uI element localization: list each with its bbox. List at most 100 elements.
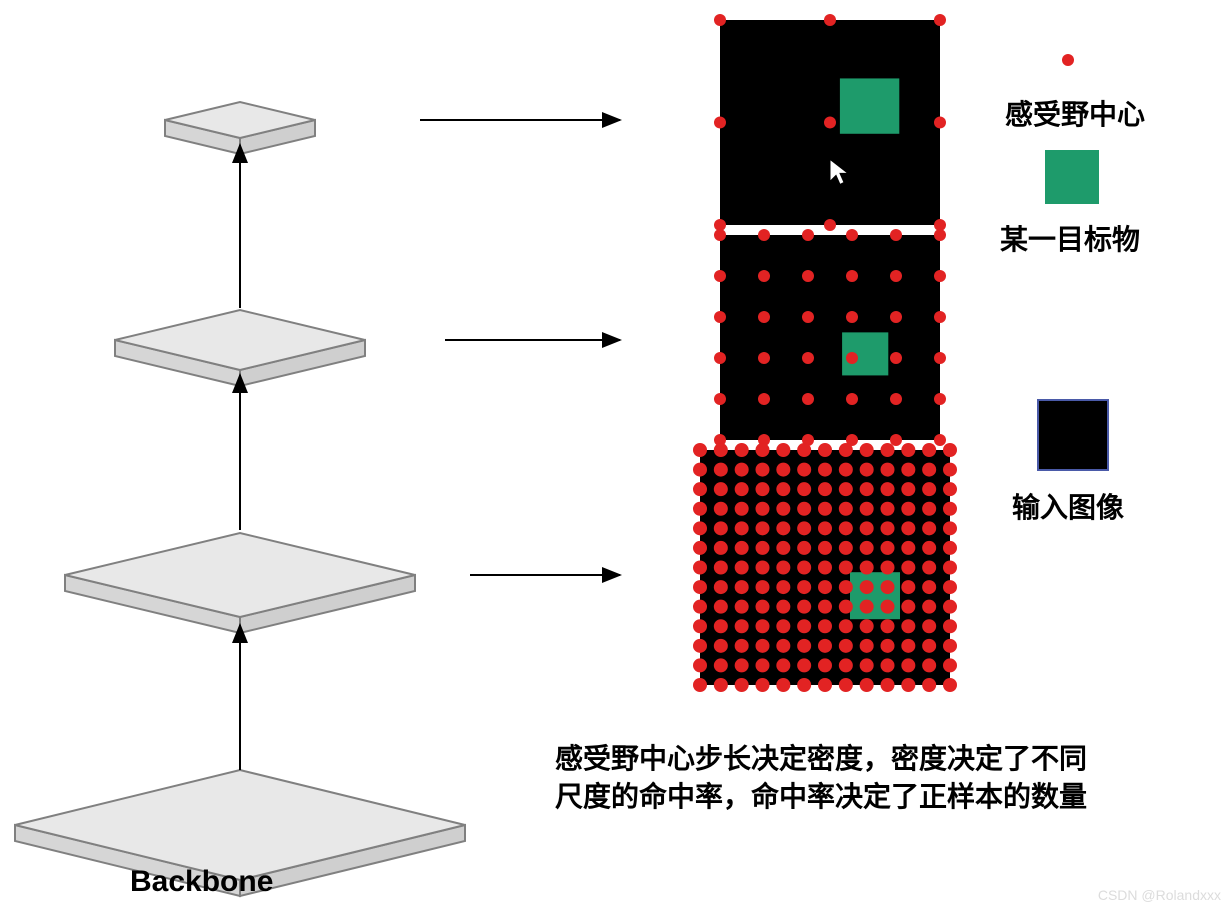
rf-center-dot [818, 600, 832, 614]
rf-center-dot [758, 311, 770, 323]
rf-center-dot [797, 561, 811, 575]
rf-center-dot [693, 678, 707, 692]
rf-center-dot [714, 541, 728, 555]
rf-center-dot [890, 352, 902, 364]
rf-center-dot [934, 229, 946, 241]
rf-center-dot [756, 482, 770, 496]
rf-center-dot [714, 14, 726, 26]
rf-center-dot [797, 600, 811, 614]
rf-center-dot [881, 678, 895, 692]
rf-center-dot [824, 219, 836, 231]
rf-center-dot [818, 502, 832, 516]
rf-center-dot [797, 639, 811, 653]
rf-center-dot [776, 580, 790, 594]
rf-center-dot [846, 270, 858, 282]
rf-center-dot [714, 270, 726, 282]
rf-center-dot [693, 658, 707, 672]
rf-center-dot [758, 270, 770, 282]
rf-center-dot [714, 352, 726, 364]
rf-center-dot [922, 619, 936, 633]
target-box [850, 572, 900, 619]
rf-center-dot [901, 482, 915, 496]
rf-center-dot [776, 619, 790, 633]
rf-center-dot [714, 580, 728, 594]
rf-center-dot [714, 619, 728, 633]
rf-center-dot [934, 270, 946, 282]
backbone-layer-0 [15, 770, 465, 880]
rf-center-dot [693, 600, 707, 614]
rf-center-dot [860, 463, 874, 477]
rf-center-dot [797, 678, 811, 692]
rf-center-dot [846, 229, 858, 241]
rf-center-dot [776, 639, 790, 653]
rf-center-dot [922, 678, 936, 692]
rf-center-dot [860, 639, 874, 653]
rf-center-dot [693, 639, 707, 653]
rf-center-dot [797, 541, 811, 555]
rf-center-dot [922, 639, 936, 653]
rf-center-dot [839, 639, 853, 653]
legend-square-icon [1045, 150, 1099, 204]
rf-center-dot [776, 561, 790, 575]
rf-center-dot [735, 521, 749, 535]
rf-center-dot [693, 580, 707, 594]
rf-center-dot [818, 678, 832, 692]
rf-center-dot [802, 229, 814, 241]
rf-center-dot [881, 521, 895, 535]
rf-center-dot [714, 117, 726, 129]
rf-center-dot [802, 352, 814, 364]
rf-center-dot [756, 580, 770, 594]
rf-center-dot [714, 393, 726, 405]
rf-center-dot [802, 311, 814, 323]
rf-center-dot [797, 658, 811, 672]
rf-center-dot [860, 541, 874, 555]
rf-center-dot [756, 678, 770, 692]
rf-center-dot [818, 521, 832, 535]
rf-center-dot [756, 639, 770, 653]
rf-center-dot [839, 443, 853, 457]
rf-center-dot [860, 521, 874, 535]
rf-center-dot [890, 393, 902, 405]
rf-center-dot [818, 619, 832, 633]
rf-center-dot [735, 443, 749, 457]
rf-center-dot [776, 678, 790, 692]
rf-center-dot [934, 352, 946, 364]
rf-center-dot [901, 678, 915, 692]
rf-center-dot [839, 521, 853, 535]
rf-center-dot [881, 482, 895, 496]
rf-center-dot [943, 502, 957, 516]
rf-center-dot [797, 502, 811, 516]
rf-center-dot [693, 521, 707, 535]
rf-center-dot [714, 521, 728, 535]
rf-center-dot [735, 463, 749, 477]
rf-center-dot [758, 352, 770, 364]
rf-center-dot [735, 502, 749, 516]
rf-center-dot [776, 541, 790, 555]
rf-center-dot [901, 639, 915, 653]
rf-center-dot [839, 502, 853, 516]
feature-map-0 [714, 14, 946, 231]
rf-center-dot [693, 502, 707, 516]
rf-center-dot [922, 482, 936, 496]
rf-center-dot [943, 482, 957, 496]
feature-map-1 [714, 229, 946, 446]
rf-center-dot [934, 117, 946, 129]
rf-center-dot [846, 393, 858, 405]
rf-center-dot [735, 658, 749, 672]
rf-center-dot [735, 541, 749, 555]
rf-center-dot [922, 658, 936, 672]
legend-label-1: 某一目标物 [1000, 218, 1140, 258]
rf-center-dot [758, 393, 770, 405]
rf-center-dot [901, 521, 915, 535]
rf-center-dot [934, 14, 946, 26]
rf-center-dot [943, 600, 957, 614]
rf-center-dot [802, 270, 814, 282]
rf-center-dot [943, 521, 957, 535]
rf-center-dot [797, 521, 811, 535]
rf-center-dot [818, 580, 832, 594]
rf-center-dot [824, 117, 836, 129]
rf-center-dot [934, 311, 946, 323]
rf-center-dot [901, 502, 915, 516]
rf-center-dot [714, 502, 728, 516]
rf-center-dot [756, 521, 770, 535]
